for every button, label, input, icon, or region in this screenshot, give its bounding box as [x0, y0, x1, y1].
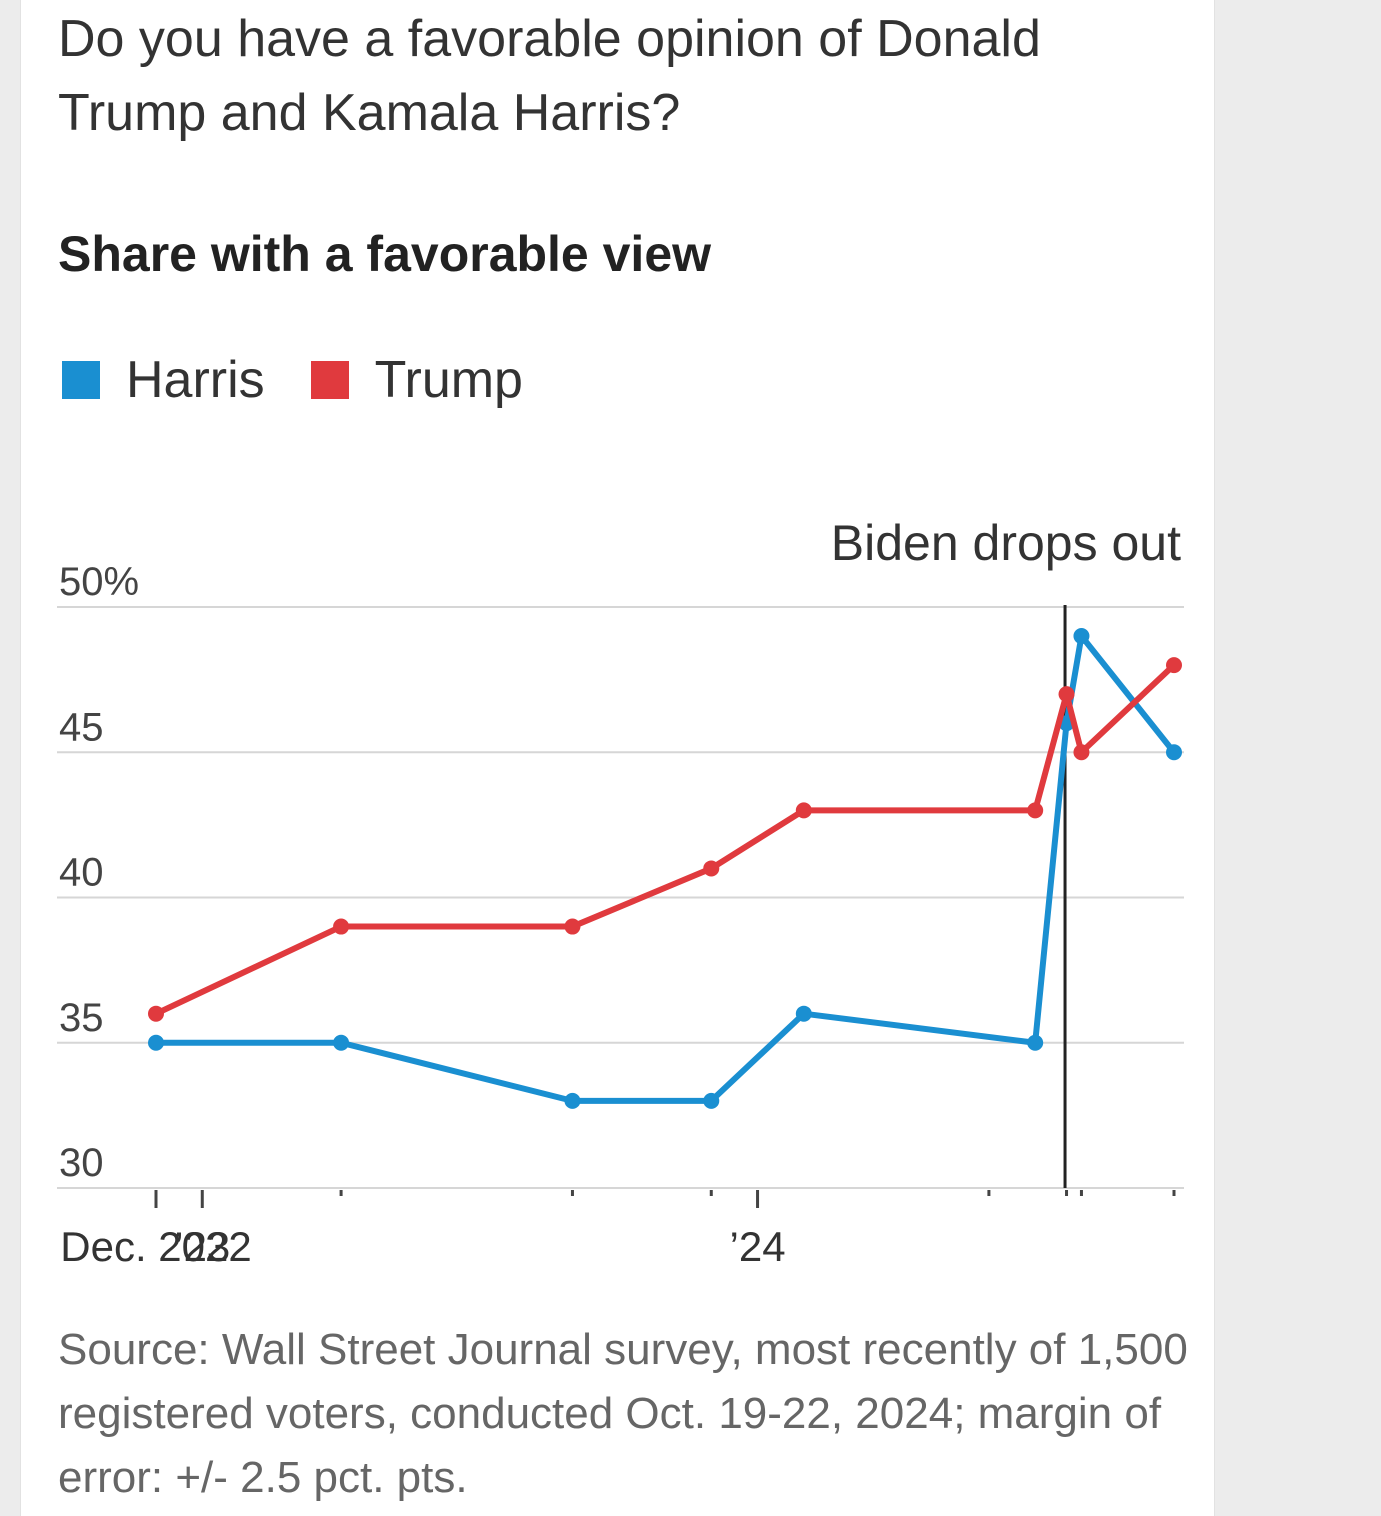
x-tick-label: ’23 [174, 1223, 230, 1270]
data-point-harris [333, 1034, 350, 1051]
y-tick-label: 40 [59, 851, 104, 895]
line-chart: 30 35 40 45 50% Dec. 2022’23 ’24 Biden drops ou… [57, 515, 1184, 1270]
annotation-label: Biden drops out [831, 515, 1181, 571]
data-point-harris [703, 1092, 720, 1109]
data-point-harris [1073, 628, 1090, 645]
legend-item-trump: Trump [310, 350, 523, 410]
data-point-harris [564, 1092, 581, 1109]
data-point-harris [148, 1034, 164, 1051]
chart-subtitle: Share with a favorable view [58, 226, 712, 282]
data-point-harris [1027, 1034, 1044, 1051]
data-point-trump [1166, 657, 1182, 674]
chart-question: Do you have a favorable opinion of Donal… [58, 10, 1041, 142]
legend: Harris Trump [62, 350, 569, 410]
legend-item-harris: Harris [62, 350, 265, 410]
legend-swatch-harris [62, 361, 100, 399]
x-tick-label: ’24 [730, 1223, 786, 1270]
legend-swatch-trump [310, 361, 349, 399]
x-tick-label: Dec. 2022 [60, 1223, 251, 1270]
y-tick-label: 30 [59, 1141, 104, 1185]
y-tick-label: 35 [59, 996, 104, 1040]
data-point-trump [1073, 744, 1090, 761]
y-tick-label: 45 [59, 705, 104, 749]
data-point-trump [148, 1005, 164, 1022]
data-point-trump [795, 802, 812, 819]
data-point-trump [703, 860, 720, 877]
source-note: Source: Wall Street Journal survey, most… [58, 1325, 1188, 1502]
data-point-trump [1027, 802, 1044, 819]
data-point-trump [1058, 686, 1075, 703]
legend-label-trump: Trump [374, 351, 523, 409]
legend-label-harris: Harris [126, 351, 265, 409]
series-line-harris [153, 633, 1177, 1104]
chart-card: Do you have a favorable opinion of Donal… [20, 0, 1215, 1516]
data-point-harris [1166, 744, 1182, 761]
data-point-harris [795, 1005, 812, 1022]
data-point-trump [333, 918, 350, 935]
series-line-trump [153, 662, 1177, 1017]
data-point-trump [564, 918, 581, 935]
y-tick-label: 50% [59, 560, 139, 604]
